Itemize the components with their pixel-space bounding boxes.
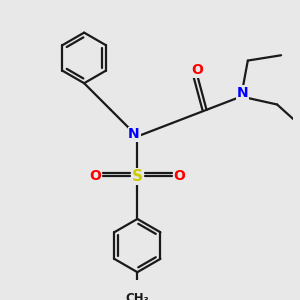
Text: N: N xyxy=(128,128,140,141)
Text: S: S xyxy=(132,169,143,184)
Text: N: N xyxy=(237,86,248,100)
Text: O: O xyxy=(89,169,101,183)
Text: O: O xyxy=(191,63,203,77)
Text: O: O xyxy=(173,169,185,183)
Text: CH₃: CH₃ xyxy=(125,292,149,300)
